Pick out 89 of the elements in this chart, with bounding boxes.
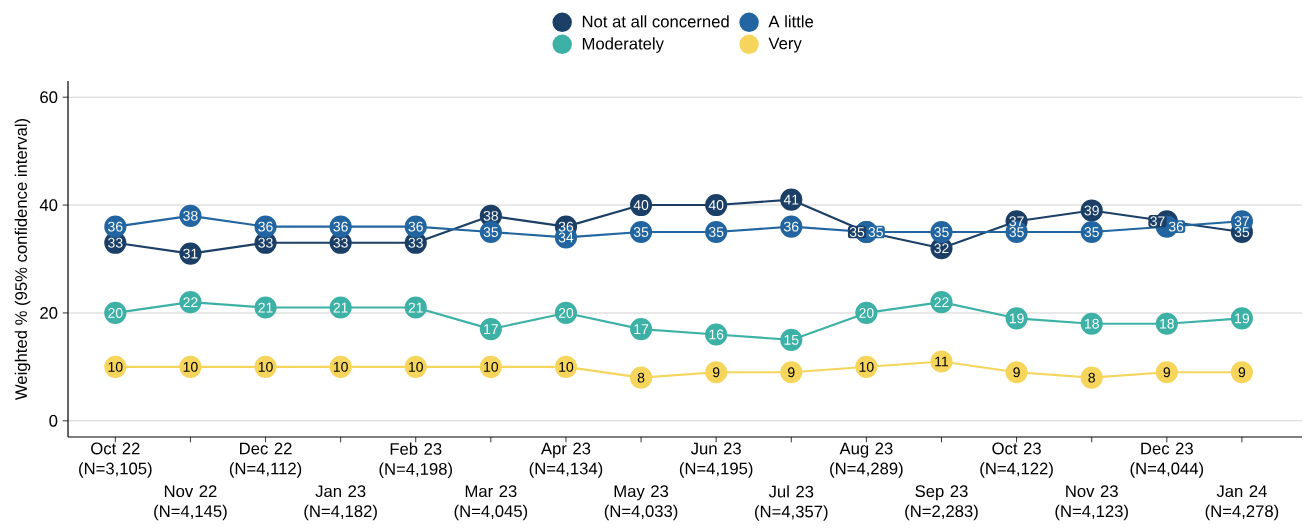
data-label: 36 bbox=[408, 221, 423, 232]
data-label: 36 bbox=[108, 221, 123, 232]
data-label: 10 bbox=[484, 361, 499, 372]
data-label: 21 bbox=[258, 302, 273, 313]
data-label: 19 bbox=[1235, 313, 1250, 324]
data-label: 36 bbox=[784, 221, 799, 232]
data-label: 39 bbox=[1084, 205, 1099, 216]
data-label: 10 bbox=[258, 361, 273, 372]
x-tick-label: Sep 23 (N=2,283) bbox=[905, 485, 978, 521]
data-label: 35 bbox=[934, 227, 949, 237]
data-label: 36 bbox=[258, 221, 273, 232]
data-label: 9 bbox=[712, 367, 720, 378]
legend-label: Moderately bbox=[582, 37, 664, 53]
x-tick-label: Oct 22 (N=3,105) bbox=[79, 442, 152, 478]
x-tick-label: Feb 23 (N=4,198) bbox=[379, 442, 452, 479]
data-label: 20 bbox=[108, 307, 123, 318]
legend-label: A little bbox=[768, 15, 814, 28]
data-label: 35 bbox=[1234, 227, 1250, 237]
data-label: 38 bbox=[483, 210, 499, 221]
data-label: 35 bbox=[868, 227, 883, 237]
x-tick-label: Dec 22 (N=4,112) bbox=[229, 442, 302, 478]
x-tick-label: Jan 24 (N=4,278) bbox=[1205, 485, 1279, 521]
data-label: 35 bbox=[1084, 227, 1099, 237]
data-label: 33 bbox=[408, 237, 423, 248]
data-label: 17 bbox=[634, 324, 649, 334]
data-label: 37 bbox=[1234, 216, 1249, 227]
data-label: 40 bbox=[633, 200, 649, 211]
x-tick-label: Oct 23 (N=4,122) bbox=[980, 442, 1053, 478]
data-label: 10 bbox=[333, 361, 348, 372]
data-label: 35 bbox=[708, 227, 724, 237]
data-label: 36 bbox=[1168, 221, 1184, 232]
y-tick-label: 40 bbox=[39, 199, 58, 211]
data-label: 22 bbox=[934, 297, 949, 308]
data-label: 21 bbox=[408, 302, 423, 313]
data-label: 10 bbox=[108, 361, 123, 372]
data-label: 19 bbox=[1009, 313, 1024, 324]
data-label: 40 bbox=[708, 200, 724, 211]
x-tick-label: Dec 23 (N=4,044) bbox=[1130, 442, 1204, 478]
data-label: 33 bbox=[258, 237, 273, 248]
x-tick-label: Jan 23 (N=4,182) bbox=[304, 485, 377, 521]
data-label: 32 bbox=[934, 243, 949, 254]
data-label: 22 bbox=[183, 297, 198, 308]
data-label: 20 bbox=[558, 307, 574, 318]
x-tick-label: Nov 22 (N=4,145) bbox=[154, 485, 227, 521]
data-label: 35 bbox=[483, 227, 499, 237]
data-label: 37 bbox=[1009, 216, 1024, 227]
y-tick-label: 60 bbox=[40, 91, 58, 104]
legend-label: Very bbox=[768, 37, 802, 53]
y-tick-label: 0 bbox=[49, 414, 58, 427]
data-label: 9 bbox=[788, 367, 795, 378]
data-label: 18 bbox=[1160, 318, 1174, 329]
data-label: 33 bbox=[108, 237, 123, 248]
data-label: 38 bbox=[183, 210, 198, 221]
data-label: 9 bbox=[1013, 367, 1020, 378]
data-label: 18 bbox=[1084, 318, 1099, 329]
data-label: 17 bbox=[484, 324, 498, 334]
x-tick-label: Mar 23 (N=4,045) bbox=[454, 485, 528, 521]
data-label: 9 bbox=[1163, 367, 1171, 378]
data-label: 35 bbox=[849, 227, 865, 237]
data-label: 35 bbox=[633, 227, 649, 237]
legend-label: Not at all concerned bbox=[582, 15, 729, 28]
data-label: 15 bbox=[784, 335, 799, 345]
data-label: 31 bbox=[183, 248, 198, 259]
data-label: 33 bbox=[333, 237, 348, 248]
data-label: 8 bbox=[637, 372, 645, 383]
data-label: 10 bbox=[559, 361, 574, 372]
x-tick-label: Jul 23 (N=4,357) bbox=[755, 485, 828, 521]
data-label: 21 bbox=[333, 302, 348, 313]
x-tick-label: Aug 23 (N=4,289) bbox=[830, 442, 903, 478]
x-tick-label: Jun 23 (N=4,195) bbox=[679, 442, 753, 478]
data-label: 9 bbox=[1238, 367, 1246, 378]
x-tick-label: Nov 23 (N=4,123) bbox=[1055, 485, 1128, 521]
data-label: 41 bbox=[783, 194, 799, 205]
data-label: 20 bbox=[859, 307, 874, 318]
data-label: 16 bbox=[709, 329, 724, 340]
data-label: 10 bbox=[183, 361, 198, 372]
y-axis-title: Weighted % (95% confidence interval) bbox=[14, 118, 31, 401]
data-label: 11 bbox=[935, 356, 949, 367]
x-tick-label: May 23 (N=4,033) bbox=[604, 485, 678, 521]
data-label: 35 bbox=[1009, 227, 1024, 237]
data-label: 10 bbox=[859, 361, 874, 372]
data-label: 8 bbox=[1088, 372, 1095, 383]
data-label: 36 bbox=[333, 221, 348, 232]
y-tick-label: 20 bbox=[40, 307, 58, 319]
x-tick-label: Apr 23 (N=4,134) bbox=[529, 442, 603, 478]
data-label: 34 bbox=[558, 232, 574, 243]
data-label: 37 bbox=[1150, 216, 1165, 227]
data-label: 36 bbox=[558, 221, 574, 232]
data-label: 10 bbox=[409, 361, 423, 372]
